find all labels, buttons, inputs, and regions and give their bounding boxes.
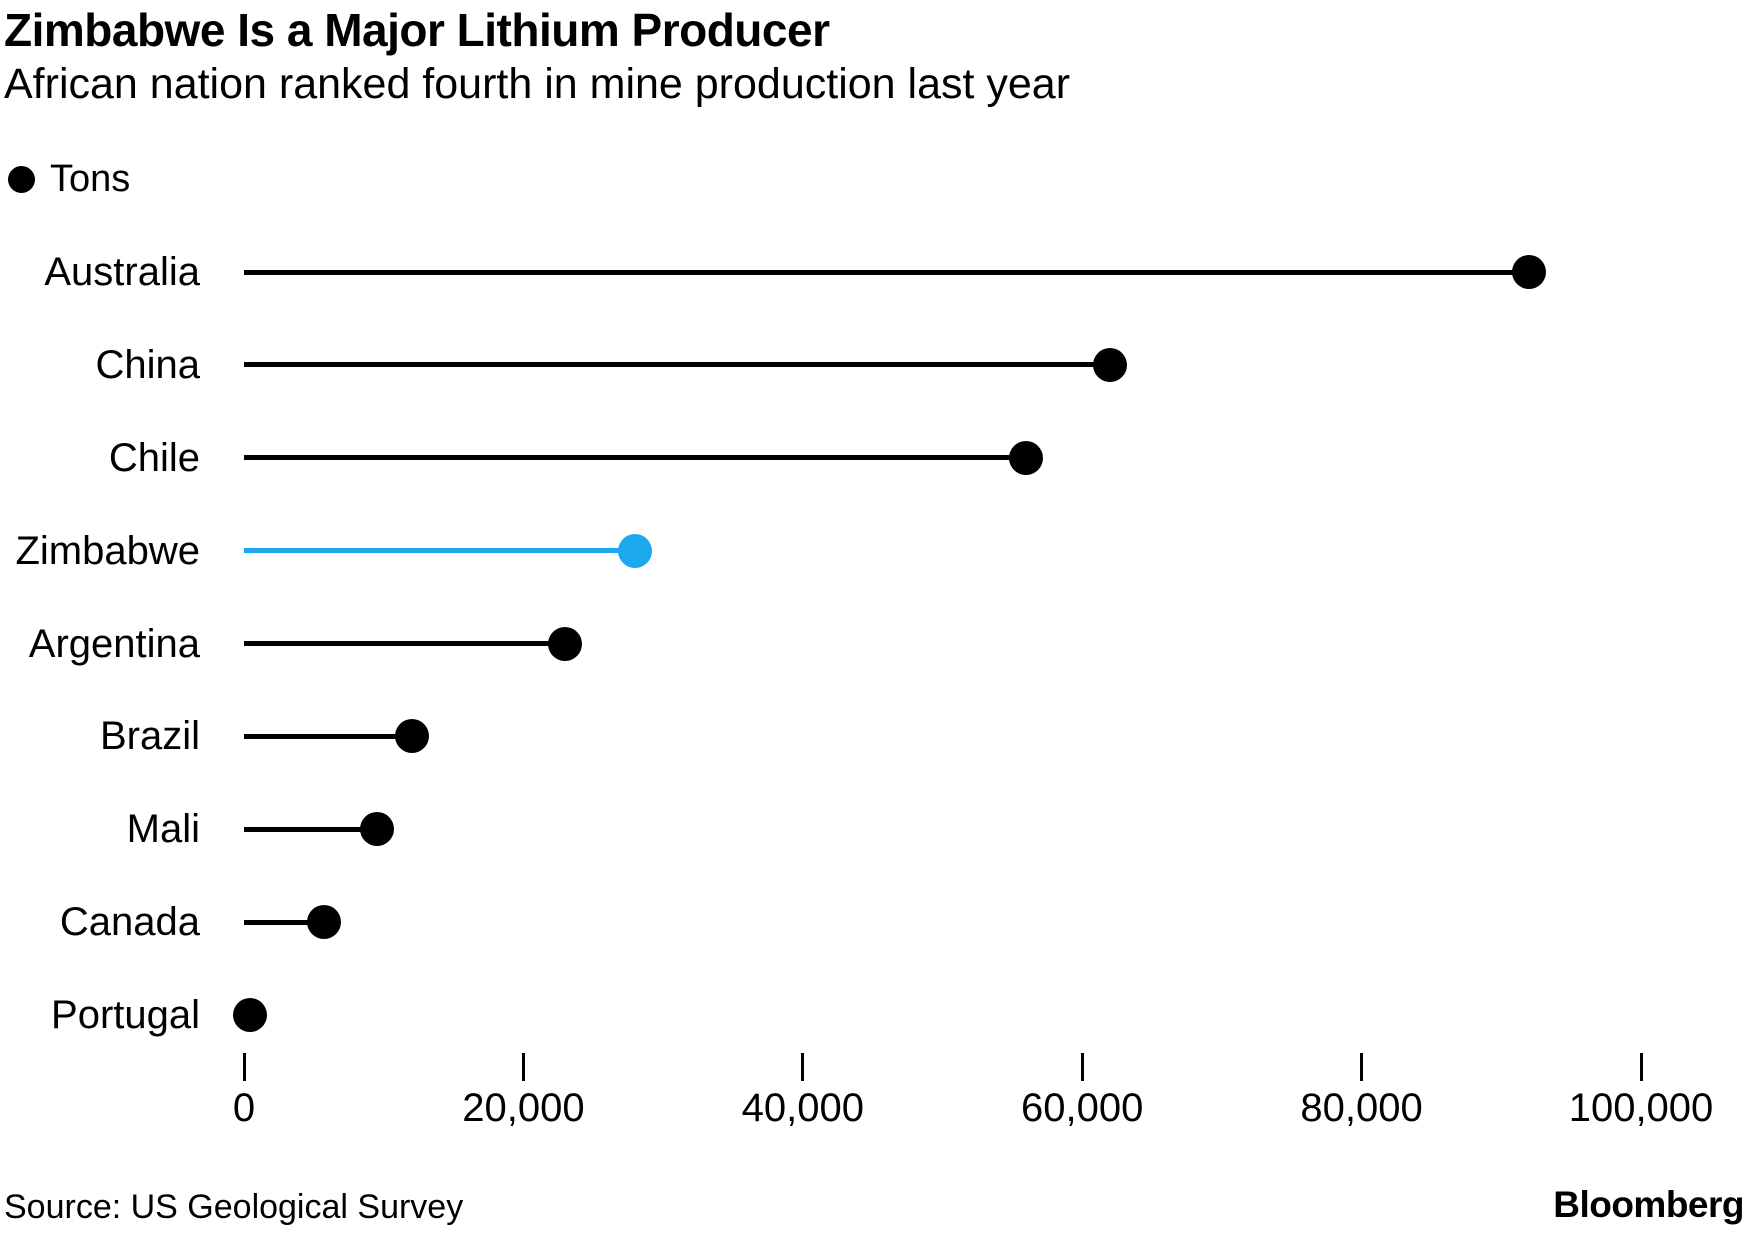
bar-line-canada <box>244 919 324 925</box>
x-axis-tick-label: 100,000 <box>1568 1086 1714 1130</box>
bar-dot-chile <box>1009 440 1044 475</box>
category-label-portugal: Portugal <box>51 993 200 1037</box>
x-axis-tick <box>521 1053 525 1081</box>
bar-line-brazil <box>244 733 412 739</box>
bar-line-zimbabwe <box>244 548 636 554</box>
x-axis-tick-label: 80,000 <box>1300 1086 1423 1130</box>
legend: Tons <box>8 158 130 201</box>
bar-dot-brazil <box>394 719 429 754</box>
x-axis-tick <box>1360 1053 1364 1081</box>
category-label-china: China <box>95 342 200 387</box>
bar-line-chile <box>244 455 1027 461</box>
bar-dot-australia <box>1512 255 1547 289</box>
bar-line-mali <box>244 826 377 832</box>
category-label-canada: Canada <box>59 900 200 945</box>
bar-line-argentina <box>244 641 566 646</box>
x-axis-tick <box>1080 1053 1084 1081</box>
x-axis-tick <box>242 1053 246 1081</box>
legend-dot-icon <box>8 166 35 193</box>
bloomberg-logo: Bloomberg <box>1553 1184 1744 1225</box>
category-label-mali: Mali <box>126 807 200 852</box>
bar-line-australia <box>244 269 1530 275</box>
bar-dot-zimbabwe <box>618 533 653 568</box>
chart-subtitle: African nation ranked fourth in mine pro… <box>4 60 1071 108</box>
category-label-brazil: Brazil <box>99 714 200 759</box>
bar-dot-portugal <box>232 998 267 1032</box>
x-axis-tick <box>1639 1053 1643 1081</box>
bar-dot-argentina <box>548 626 583 661</box>
x-axis-tick-label: 0 <box>232 1086 256 1130</box>
x-axis-tick-label: 40,000 <box>741 1086 864 1130</box>
chart-title: Zimbabwe Is a Major Lithium Producer <box>4 4 830 56</box>
category-label-chile: Chile <box>108 435 200 480</box>
x-axis-tick-label: 60,000 <box>1021 1086 1144 1130</box>
source-note: Source: US Geological Survey <box>4 1188 464 1226</box>
bar-dot-canada <box>306 905 341 940</box>
category-label-australia: Australia <box>44 250 200 294</box>
x-axis-tick-label: 20,000 <box>462 1086 585 1130</box>
category-label-zimbabwe: Zimbabwe <box>15 528 200 573</box>
category-label-argentina: Argentina <box>28 621 200 666</box>
x-axis-tick <box>801 1053 805 1081</box>
bar-dot-china <box>1093 347 1128 382</box>
bar-dot-mali <box>359 812 394 847</box>
bar-line-china <box>244 362 1111 368</box>
legend-label: Tons <box>50 158 131 200</box>
